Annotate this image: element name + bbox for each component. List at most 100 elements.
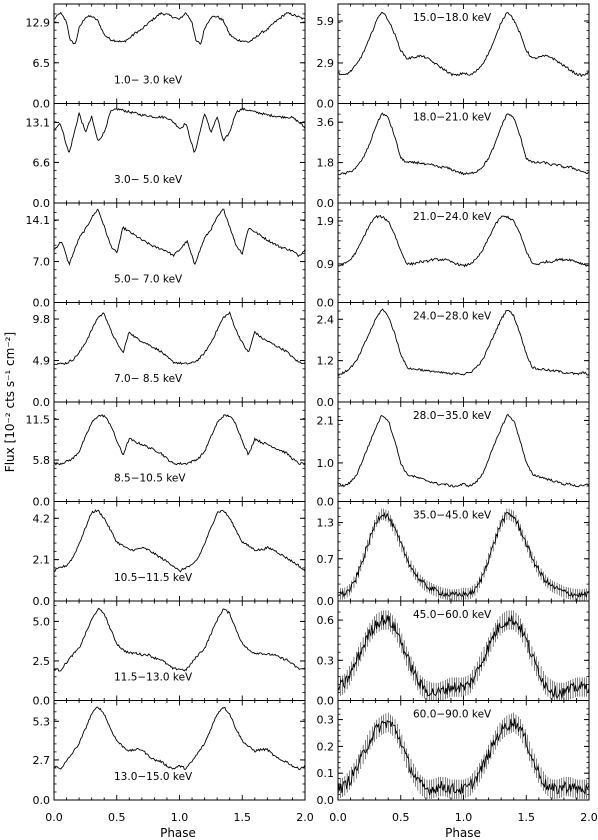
y-tick-label: 0.0	[317, 297, 335, 310]
y-tick-label: 0.0	[317, 496, 335, 509]
y-tick-label: 1.8	[317, 157, 335, 170]
panel-15: 0.0 0.3 0.6 45.0−60.0 keV	[317, 600, 590, 708]
energy-band-label: 21.0−24.0 keV	[413, 211, 492, 223]
panel-frame	[53, 600, 306, 701]
y-tick-label: 6.5	[33, 57, 51, 70]
panel-16: 0.0 0.1 0.2 0.3 60.0−90.0 keV	[317, 700, 590, 807]
x-axis-title-left: Phase	[160, 826, 196, 840]
energy-band-label: 1.0− 3.0 keV	[114, 75, 183, 87]
y-tick-label: 0.2	[317, 740, 335, 753]
y-tick-label: 5.8	[33, 454, 51, 467]
y-tick-label: 9.8	[33, 313, 51, 326]
y-tick-label: 2.4	[317, 313, 335, 326]
panel-11: 0.0 0.9 1.9 21.0−24.0 keV	[317, 202, 590, 310]
energy-band-label: 5.0− 7.0 keV	[114, 274, 183, 286]
panel-10: 0.0 1.8 3.6 18.0−21.0 keV	[317, 103, 590, 210]
y-tick-label: 2.5	[33, 655, 51, 668]
y-tick-label: 3.6	[317, 116, 335, 129]
y-tick-label: 12.9	[26, 17, 51, 30]
panel-5: 0.0 5.8 11.5 8.5−10.5 keV	[26, 401, 306, 509]
y-tick-label: 0.0	[33, 794, 51, 807]
y-tick-label: 0.0	[317, 197, 335, 210]
panel-6: 0.0 2.1 4.2 10.5−11.5 keV	[33, 501, 306, 608]
y-tick-label: 0.9	[317, 258, 335, 271]
y-tick-label: 5.0	[33, 615, 51, 628]
panel-9: 0.0 2.9 5.9 15.0−18.0 keV	[317, 3, 590, 111]
x-tick-label: 2.0	[580, 811, 598, 824]
energy-band-label: 8.5−10.5 keV	[114, 473, 186, 485]
panel-7: 0.0 2.5 5.0 11.5−13.0 keV	[33, 600, 306, 708]
panel-frame	[53, 302, 306, 403]
panel-8: 0.0 2.7 5.3 13.0−15.0 keV	[33, 700, 306, 807]
y-tick-label: 0.0	[33, 396, 51, 409]
panel-13: 0.0 1.0 2.1 28.0−35.0 keV	[317, 401, 590, 509]
y-tick-label: 2.9	[317, 57, 335, 70]
y-tick-label: 5.9	[317, 15, 335, 28]
panel-frame	[53, 700, 306, 801]
y-tick-label: 4.9	[33, 355, 51, 368]
y-tick-label: 11.5	[26, 413, 51, 426]
error-bars	[337, 610, 590, 701]
panel-1: 0.0 6.5 12.9 1.0− 3.0 keV	[26, 3, 306, 111]
y-tick-label: 1.0	[317, 457, 335, 470]
y-tick-label: 0.0	[33, 695, 51, 708]
y-axis-title: Flux [10⁻² cts s⁻¹ cm⁻²]	[3, 332, 17, 472]
error-bars	[337, 712, 590, 799]
panel-frame	[53, 401, 306, 502]
x-tick-label: 1.0	[171, 811, 189, 824]
y-tick-label: 6.6	[33, 156, 51, 169]
panel-frame	[53, 103, 306, 204]
y-tick-label: 0.1	[317, 767, 335, 780]
y-tick-label: 4.2	[33, 512, 51, 525]
light-curve-series	[53, 509, 306, 573]
panel-4: 0.0 4.9 9.8 7.0− 8.5 keV	[33, 302, 306, 409]
light-curve-series	[337, 511, 590, 599]
y-tick-label: 14.1	[26, 214, 51, 227]
x-axis-title-right: Phase	[445, 826, 481, 840]
light-curve-series	[337, 112, 590, 176]
energy-band-label: 24.0−28.0 keV	[413, 311, 492, 323]
x-tick-label: 1.5	[234, 811, 252, 824]
y-tick-label: 0.0	[317, 98, 335, 111]
y-tick-label: 0.0	[33, 595, 51, 608]
y-tick-label: 0.0	[317, 695, 335, 708]
light-curve-series	[337, 413, 590, 488]
y-tick-label: 0.0	[33, 98, 51, 111]
y-tick-label: 2.7	[33, 754, 51, 767]
y-tick-label: 0.0	[33, 297, 51, 310]
light-curve-series	[337, 308, 590, 377]
energy-band-label: 18.0−21.0 keV	[413, 112, 492, 124]
x-tick-label: 0.5	[108, 811, 126, 824]
y-tick-label: 7.0	[33, 256, 51, 269]
panel-14: 0.0 0.7 1.3 35.0−45.0 keV	[317, 501, 590, 608]
x-tick-label: 0.5	[392, 811, 410, 824]
light-curve-series	[337, 214, 590, 268]
light-curve-series	[53, 311, 306, 365]
y-tick-label: 0.0	[33, 197, 51, 210]
x-tick-label: 1.0	[455, 811, 473, 824]
y-tick-label: 13.1	[26, 116, 51, 129]
light-curve-series	[53, 607, 306, 672]
light-curve-series	[53, 107, 306, 153]
y-tick-label: 5.3	[33, 715, 51, 728]
energy-band-label: 10.5−11.5 keV	[114, 572, 193, 584]
y-tick-label: 2.1	[33, 554, 51, 567]
x-tick-label: 2.0	[296, 811, 314, 824]
y-tick-label: 2.1	[317, 414, 335, 427]
energy-band-label: 15.0−18.0 keV	[413, 12, 492, 24]
y-tick-label: 1.2	[317, 355, 335, 368]
panel-12: 0.0 1.2 2.4 24.0−28.0 keV	[317, 302, 590, 409]
y-tick-label: 0.0	[317, 396, 335, 409]
x-tick-label: 0.0	[329, 811, 347, 824]
error-bars	[337, 508, 590, 601]
energy-band-label: 3.0− 5.0 keV	[114, 174, 183, 186]
energy-band-label: 7.0− 8.5 keV	[114, 373, 183, 385]
light-curve-series	[53, 208, 306, 266]
energy-band-label: 35.0−45.0 keV	[413, 510, 492, 522]
y-tick-label: 0.6	[317, 614, 335, 627]
y-tick-label: 0.3	[317, 654, 335, 667]
energy-band-label: 13.0−15.0 keV	[114, 771, 193, 783]
energy-band-label: 28.0−35.0 keV	[413, 410, 492, 422]
energy-band-label: 60.0−90.0 keV	[413, 709, 492, 721]
light-curve-series	[53, 706, 306, 771]
